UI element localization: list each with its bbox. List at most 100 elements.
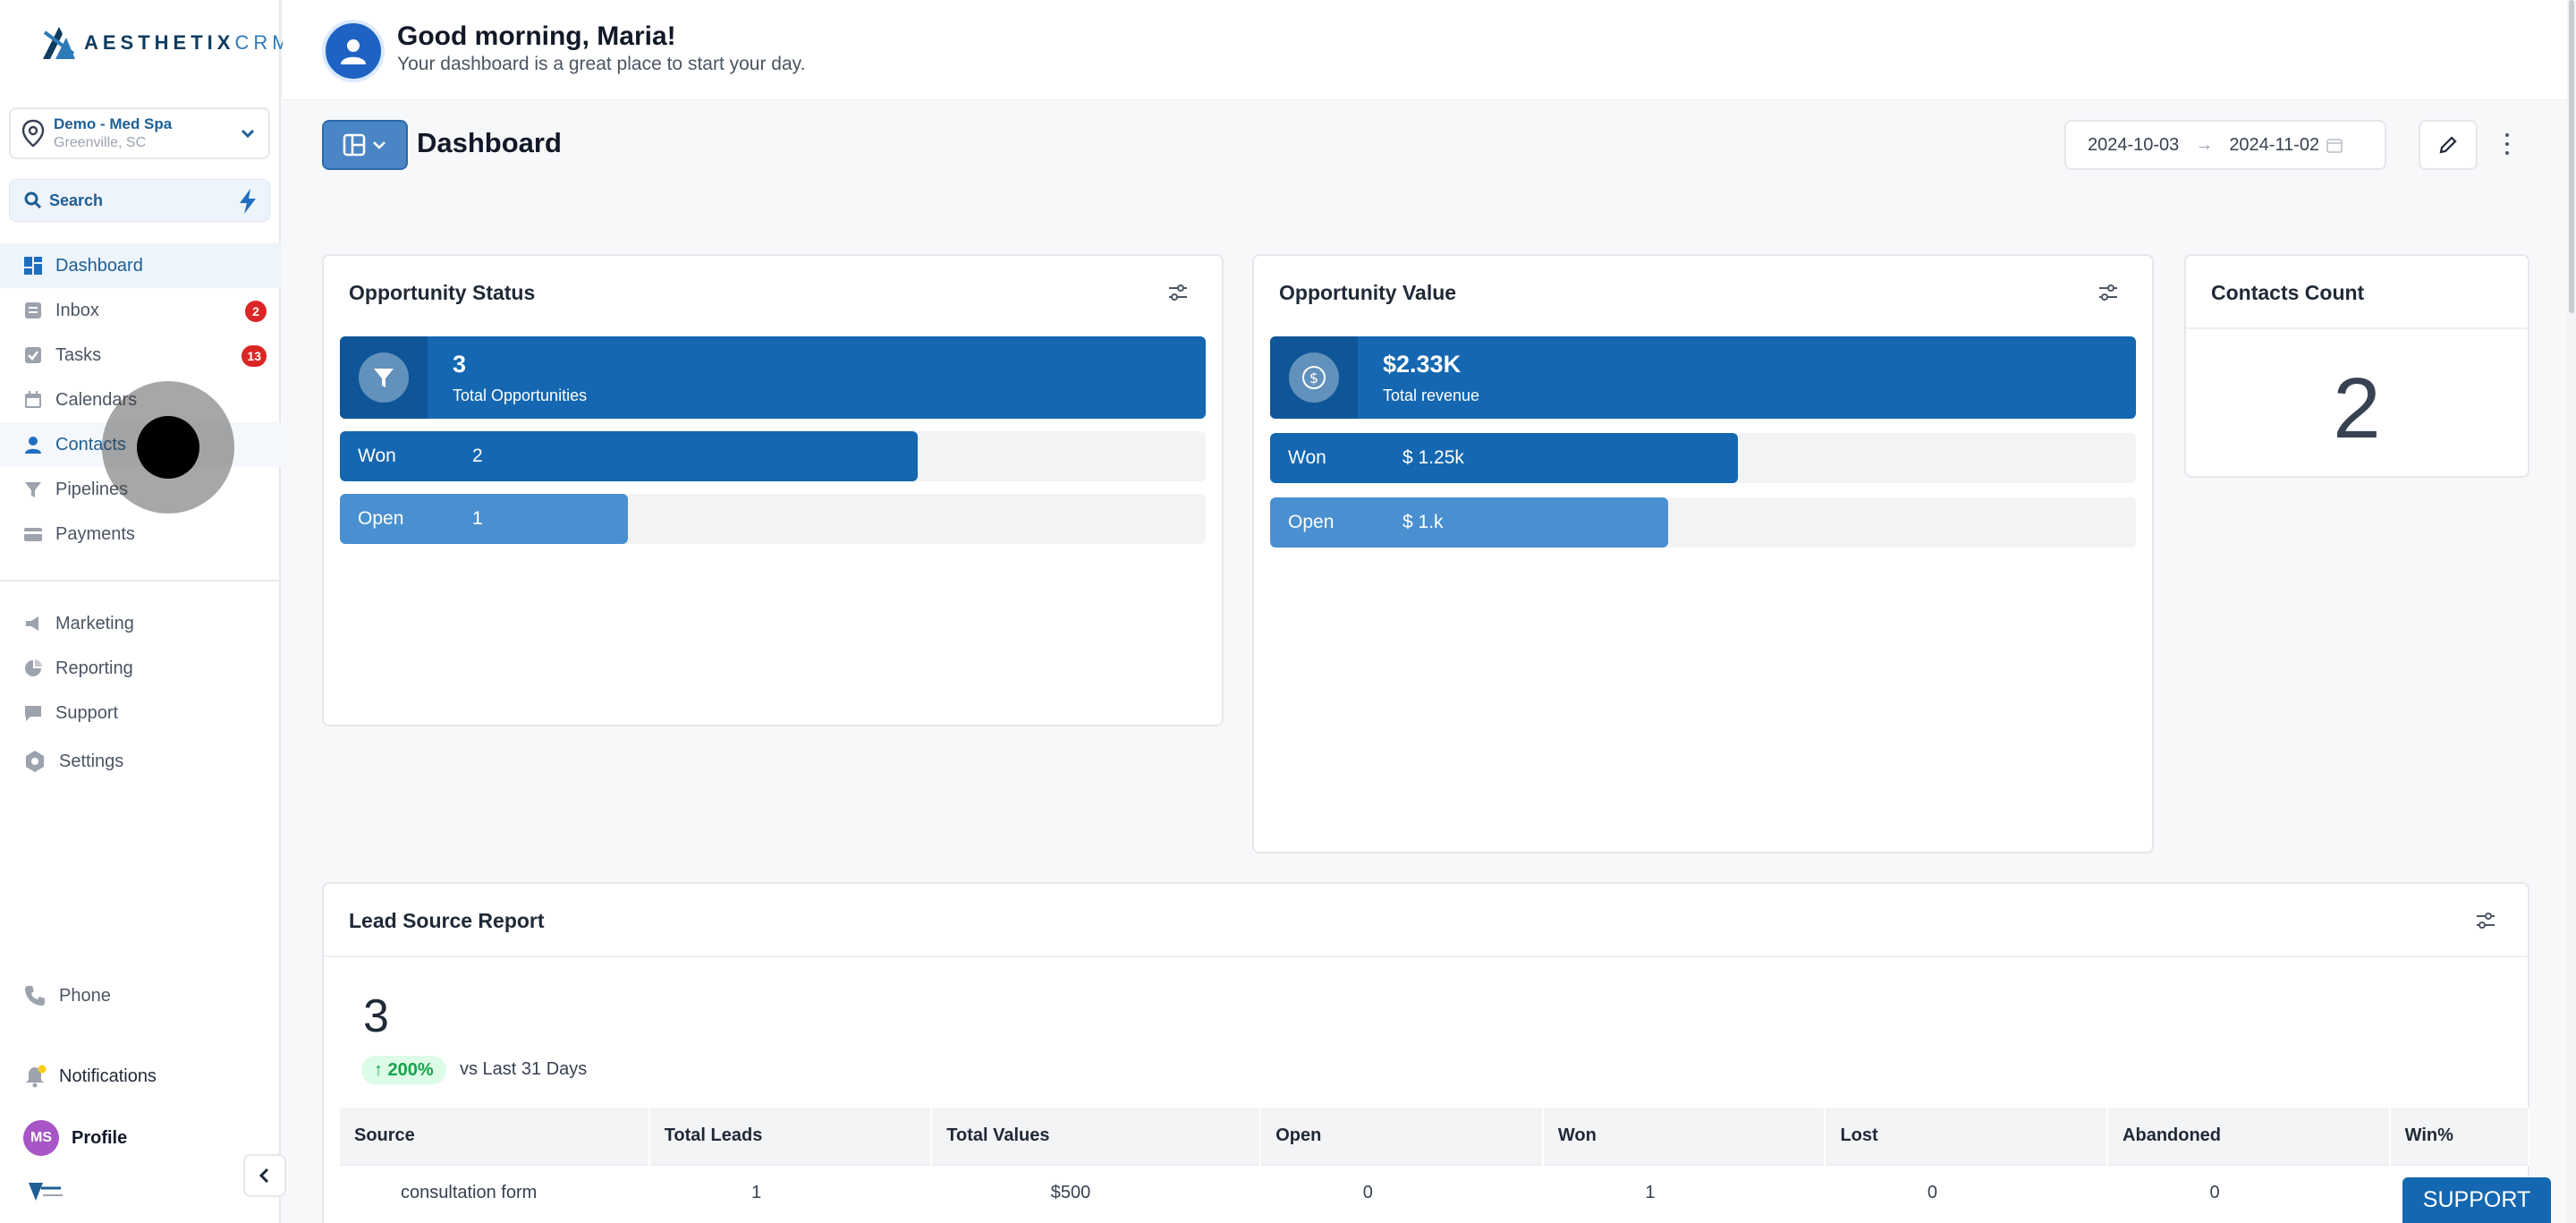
lightning-icon[interactable]: [237, 188, 258, 215]
card-title: Contacts Count: [2211, 281, 2365, 304]
source-cell: consultation form: [340, 1164, 649, 1220]
nav-payments[interactable]: Payments: [0, 512, 281, 556]
layout-icon: [343, 133, 366, 157]
table-cell: $500: [931, 1164, 1261, 1220]
collapse-sidebar-button[interactable]: [243, 1154, 286, 1197]
user-icon: [341, 39, 366, 64]
open-value-bar[interactable]: Open $ 1.k: [1270, 497, 2136, 548]
nav-reporting[interactable]: Reporting: [0, 646, 281, 691]
column-header[interactable]: Lost: [1825, 1108, 2109, 1165]
brand-logo[interactable]: AESTHETIXCRM: [39, 23, 293, 63]
megaphone-icon: [26, 616, 38, 631]
column-header[interactable]: Open: [1260, 1108, 1544, 1165]
won-value-bar[interactable]: Won $ 1.25k: [1270, 433, 2136, 483]
total-opportunities-value: 3: [453, 351, 467, 378]
table-header-row: Source Total Leads Total Values Open Won…: [340, 1108, 2530, 1165]
nav-inbox[interactable]: Inbox 2: [0, 288, 281, 333]
won-amount: $ 1.25k: [1402, 447, 1464, 468]
location-switcher[interactable]: Demo - Med Spa Greenville, SC: [9, 107, 270, 159]
phone-button[interactable]: Phone: [23, 984, 111, 1007]
won-bar[interactable]: Won 2: [340, 431, 1206, 481]
opportunity-value-card: Opportunity Value $ $2.33K Total revenue…: [1252, 254, 2154, 854]
nav-support[interactable]: Support: [0, 691, 281, 735]
open-bar[interactable]: Open 1: [340, 494, 1206, 544]
won-value-bar-fill: [1270, 433, 1738, 483]
search-icon: [24, 191, 42, 209]
column-header[interactable]: Source: [340, 1108, 650, 1165]
page-title: Dashboard: [417, 127, 562, 158]
column-header[interactable]: Total Leads: [648, 1108, 933, 1165]
nav-dashboard[interactable]: Dashboard: [0, 243, 281, 288]
column-header[interactable]: Won: [1542, 1108, 1826, 1165]
pencil-icon: [2439, 136, 2457, 154]
cursor-indicator: [137, 416, 199, 479]
layout-switcher-button[interactable]: [322, 120, 408, 170]
chevron-down-icon: [373, 141, 386, 149]
nav-pipelines[interactable]: Pipelines: [0, 467, 281, 512]
more-options-icon[interactable]: [2501, 131, 2513, 157]
won-bar-fill: [340, 431, 918, 481]
bell-icon: [26, 1065, 47, 1088]
table-cell: 0: [1825, 1164, 2108, 1220]
scrollbar-thumb[interactable]: [2569, 0, 2574, 313]
calendar-icon: [2326, 139, 2343, 153]
nav-label: Marketing: [55, 613, 134, 633]
total-opportunities-banner: 3 Total Opportunities: [340, 336, 1206, 419]
column-header[interactable]: Win%: [2389, 1108, 2530, 1165]
won-label: Won: [358, 446, 396, 466]
nav-label: Calendars: [55, 389, 138, 410]
funnel-icon: [25, 482, 41, 497]
nav-label: Pipelines: [55, 479, 129, 499]
tasks-count-badge: 13: [242, 345, 267, 367]
nav-settings[interactable]: Settings: [0, 735, 281, 787]
nav-marketing[interactable]: Marketing: [0, 601, 281, 646]
user-avatar[interactable]: [322, 20, 385, 82]
main-nav: Dashboard Inbox 2 Tasks 13 Calendars Con…: [0, 243, 281, 556]
arrow-right-icon: →: [2195, 134, 2214, 155]
contacts-count-card: Contacts Count 2: [2184, 254, 2529, 478]
chevron-left-icon: [258, 1168, 269, 1184]
support-button[interactable]: SUPPORT: [2402, 1177, 2551, 1223]
date-start: 2024-10-03: [2088, 134, 2180, 155]
lead-source-report-card: Lead Source Report 3 ↑ 200% vs Last 31 D…: [322, 882, 2530, 1223]
pie-chart-icon: [25, 659, 42, 676]
filter-settings-icon[interactable]: [1166, 281, 1190, 304]
inbox-count-badge: 2: [245, 301, 267, 322]
column-header[interactable]: Total Values: [931, 1108, 1262, 1165]
avatar: MS: [23, 1120, 59, 1156]
greeting-subtitle: Your dashboard is a great place to start…: [397, 54, 806, 74]
profile-button[interactable]: MS Profile: [23, 1120, 127, 1156]
edit-dashboard-button[interactable]: [2419, 120, 2478, 170]
search-button[interactable]: Search: [9, 179, 270, 222]
inbox-icon: [25, 302, 41, 318]
funnel-icon: [374, 369, 394, 387]
secondary-nav: Marketing Reporting Support Settings: [0, 601, 281, 787]
card-title: Lead Source Report: [349, 909, 545, 932]
gear-icon: [26, 751, 44, 772]
total-revenue-label: Total revenue: [1383, 386, 1480, 404]
top-header: Good morning, Maria! Your dashboard is a…: [283, 0, 2576, 100]
contacts-count-value: 2: [2333, 361, 2381, 456]
phone-label: Phone: [59, 985, 111, 1006]
partner-logo-icon: [29, 1183, 63, 1201]
calendar-icon: [25, 391, 41, 408]
dollar-icon: $: [1302, 366, 1326, 389]
scrollbar[interactable]: [2567, 0, 2576, 1223]
open-value: 1: [472, 508, 483, 529]
filter-settings-icon[interactable]: [2474, 909, 2497, 932]
nav-calendars[interactable]: Calendars: [0, 378, 281, 422]
column-header[interactable]: Abandoned: [2107, 1108, 2391, 1165]
nav-tasks[interactable]: Tasks 13: [0, 333, 281, 378]
change-badge: ↑ 200%: [361, 1056, 446, 1084]
date-range-picker[interactable]: 2024-10-03 → 2024-11-02: [2064, 120, 2386, 170]
notifications-button[interactable]: Notifications: [23, 1065, 157, 1088]
tasks-icon: [25, 347, 41, 363]
date-end: 2024-11-02: [2229, 134, 2320, 155]
table-cell: 1: [1542, 1164, 1826, 1220]
nav-label: Support: [55, 702, 119, 723]
logo-mark-icon: [43, 27, 75, 59]
greeting-title: Good morning, Maria!: [397, 21, 676, 51]
filter-settings-icon[interactable]: [2097, 281, 2120, 304]
open-label: Open: [358, 508, 404, 529]
table-row[interactable]: consultation form 1 $500 0 1 0 0 100.00%: [340, 1164, 2529, 1220]
